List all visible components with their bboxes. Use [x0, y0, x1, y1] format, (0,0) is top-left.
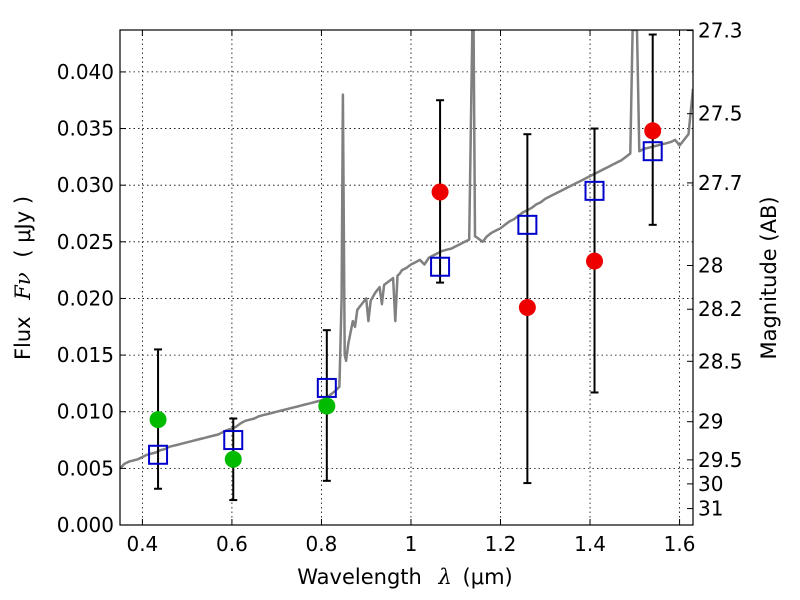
x-tick-label: 1.2: [485, 532, 517, 556]
model-square-point: [430, 256, 451, 277]
y-tick-label: 0.030: [57, 173, 114, 197]
y2-axis-label: Magnitude (AB): [757, 196, 781, 359]
model-square-point: [517, 214, 538, 235]
model-square-point: [584, 180, 605, 201]
measured-point: [586, 252, 604, 270]
y2-tick-label: 29: [698, 410, 723, 434]
y-tick-label: 0.035: [57, 117, 114, 141]
x-tick-label: 0.6: [216, 532, 248, 556]
measured-point: [644, 122, 662, 140]
y-tick-label: 0.000: [57, 513, 114, 537]
y2-tick-label: 28: [698, 253, 723, 277]
measured-point: [149, 411, 167, 429]
y2-tick-label: 29.5: [698, 448, 743, 472]
x-tick-label: 1.4: [574, 532, 606, 556]
x-tick-label: 0.4: [126, 532, 158, 556]
y-tick-label: 0.040: [57, 60, 114, 84]
y2-tick-label: 31: [698, 497, 723, 521]
y2-tick-label: 28.5: [698, 349, 743, 373]
ticks: 0.4 0.6 0.8 1 1.2 1.4 1.6 0.000 0.005 0.010 0.015 0…: [57, 19, 743, 556]
measured-point: [318, 397, 336, 415]
x-axis-label: Wavelength λ (μm): [297, 565, 512, 589]
y2-tick-label: 27.3: [698, 19, 743, 43]
y-tick-label: 0.005: [57, 456, 114, 480]
y2-tick-label: 30: [698, 472, 723, 496]
grid: [120, 30, 693, 525]
model-square-point: [316, 377, 337, 398]
y-tick-label: 0.020: [57, 286, 114, 310]
model-square-point: [148, 444, 169, 465]
x-tick-label: 1: [405, 532, 418, 556]
measured-point: [518, 299, 536, 317]
x-tick-label: 0.8: [306, 532, 338, 556]
y-tick-label: 0.015: [57, 343, 114, 367]
plot-frame: [119, 29, 694, 526]
model-square-point: [642, 141, 663, 162]
y-tick-label: 0.010: [57, 400, 114, 424]
measured-point: [431, 183, 449, 201]
y-tick-label: 0.025: [57, 230, 114, 254]
x-tick-label: 1.6: [664, 532, 696, 556]
y-axis-label: Flux Fν ( μJy ): [11, 196, 35, 360]
y2-tick-label: 27.5: [698, 102, 743, 126]
y2-tick-label: 27.7: [698, 171, 743, 195]
measured-point: [224, 450, 242, 468]
y2-tick-label: 28.2: [698, 297, 743, 321]
model-square-point: [223, 430, 244, 451]
plot-area: [120, 30, 693, 502]
